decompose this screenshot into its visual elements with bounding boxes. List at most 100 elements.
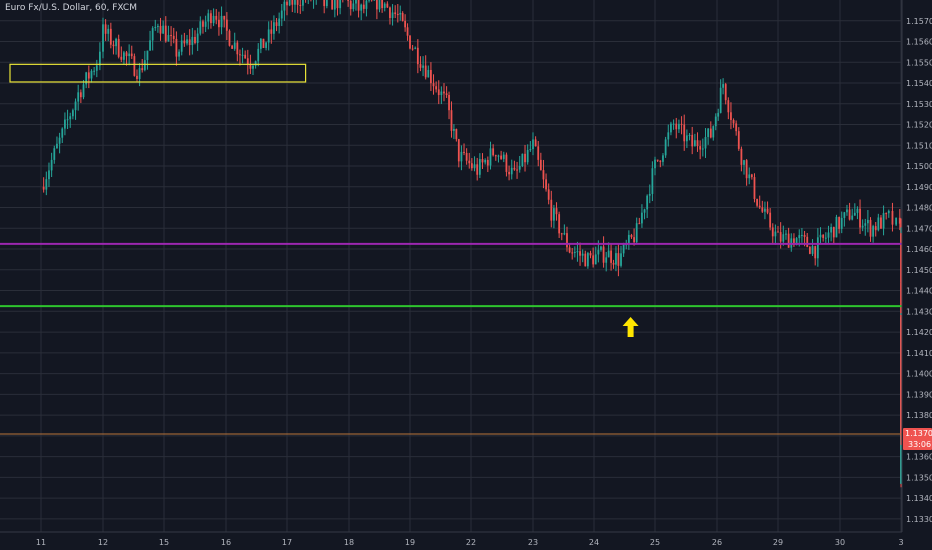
candle-body	[832, 227, 835, 238]
candle-body	[424, 65, 427, 78]
candle-body	[249, 64, 252, 69]
time-axis[interactable]: 11 12 15 16 17 18 19 22 23 24 25 26 29 30 3	[36, 538, 904, 547]
candle-body	[104, 24, 107, 34]
candle-body	[887, 210, 890, 214]
up-arrow-marker[interactable]	[622, 317, 639, 337]
candle-body	[508, 171, 510, 175]
candle-body	[638, 223, 641, 225]
candle-body	[414, 47, 417, 49]
candle-body	[378, 0, 381, 10]
candle-body	[476, 164, 479, 175]
candle-body	[756, 198, 758, 206]
highlight-zones[interactable]	[9, 63, 307, 83]
candle-body	[678, 123, 680, 130]
candle-body	[900, 282, 902, 304]
candle-body	[215, 15, 218, 20]
candle-body	[267, 29, 270, 43]
candle-body	[885, 213, 888, 215]
candle-body	[630, 234, 633, 238]
candle-body	[90, 70, 93, 79]
candle-body	[143, 60, 146, 71]
candle-body	[704, 136, 707, 149]
candle-body	[840, 217, 843, 229]
candle-body	[743, 160, 745, 165]
candle-body	[779, 232, 782, 242]
candle-body	[672, 123, 675, 125]
candle-body	[228, 30, 231, 46]
price-tick-label: 1.15400	[906, 79, 932, 88]
candle-body	[239, 54, 241, 56]
candle-body	[149, 40, 151, 51]
candle-body	[803, 234, 806, 237]
highlight-zone-box	[9, 63, 307, 83]
time-tick-label: 12	[98, 538, 108, 547]
price-tick-label: 1.14700	[906, 224, 932, 233]
candle-body	[167, 35, 170, 42]
candle-body	[745, 160, 748, 179]
candle-body	[220, 15, 223, 28]
candle-body	[360, 4, 363, 11]
candle-body	[769, 212, 772, 228]
candle-body	[154, 26, 157, 29]
candle-body	[365, 0, 368, 9]
horizontal-levels[interactable]	[0, 242, 902, 435]
candle-body	[696, 140, 699, 147]
candle-body	[278, 18, 281, 26]
candle-body	[505, 154, 508, 172]
price-tick-label: 1.14100	[906, 349, 932, 358]
candle-body	[183, 40, 186, 44]
candle-body	[758, 205, 761, 208]
candle-body	[82, 84, 85, 98]
candle-body	[85, 72, 88, 85]
candle-body	[602, 246, 605, 263]
candle-body	[806, 236, 809, 247]
candle-body	[246, 58, 249, 65]
candle-body	[270, 29, 273, 34]
candle-body	[615, 253, 617, 265]
candle-body	[587, 253, 589, 267]
candle-body	[664, 139, 667, 156]
candle-body	[259, 38, 262, 49]
candle-body	[419, 64, 422, 68]
time-tick-label: 29	[773, 538, 783, 547]
candle-body	[164, 25, 167, 42]
candle-body	[597, 249, 600, 255]
candle-body	[683, 124, 686, 142]
candle-body	[730, 112, 732, 121]
candle-body	[793, 238, 795, 246]
candle-body	[553, 208, 555, 221]
candle-body	[662, 155, 664, 162]
candlestick-series	[42, 0, 902, 488]
last-price-value: 1.13709	[905, 429, 932, 438]
candle-body	[579, 251, 581, 256]
candle-body	[399, 12, 402, 15]
candle-body	[900, 234, 902, 283]
symbol-title: Euro Fx/U.S. Dollar, 60, FXCM	[5, 3, 137, 13]
candle-body	[555, 208, 558, 215]
candle-body	[610, 250, 612, 263]
candle-body	[460, 151, 463, 162]
candle-body	[846, 209, 848, 213]
candle-body	[123, 52, 125, 60]
time-tick-label: 15	[159, 538, 169, 547]
candle-body	[396, 14, 399, 16]
last-price-tag: 1.13709 33:06	[903, 427, 932, 450]
candle-body	[822, 234, 825, 238]
candle-body	[539, 159, 542, 171]
candle-body	[771, 227, 774, 237]
price-tick-label: 1.15700	[906, 17, 932, 26]
candle-body	[521, 153, 524, 167]
price-tick-label: 1.14500	[906, 266, 932, 275]
candle-body	[571, 252, 574, 254]
price-tick-label: 1.15500	[906, 58, 932, 67]
candle-body	[748, 174, 751, 179]
candle-body	[375, 0, 378, 10]
candle-body	[241, 54, 244, 56]
candle-body	[513, 167, 516, 170]
candle-body	[801, 234, 803, 236]
candle-body	[347, 0, 350, 1]
candle-body	[717, 112, 720, 117]
price-tick-label: 1.15000	[906, 162, 932, 171]
